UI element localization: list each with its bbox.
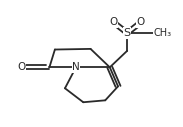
Text: O: O — [109, 17, 118, 27]
Text: O: O — [17, 62, 25, 72]
Text: S: S — [124, 28, 131, 38]
Text: N: N — [72, 62, 80, 72]
Text: O: O — [137, 17, 145, 27]
Text: CH₃: CH₃ — [154, 28, 172, 38]
